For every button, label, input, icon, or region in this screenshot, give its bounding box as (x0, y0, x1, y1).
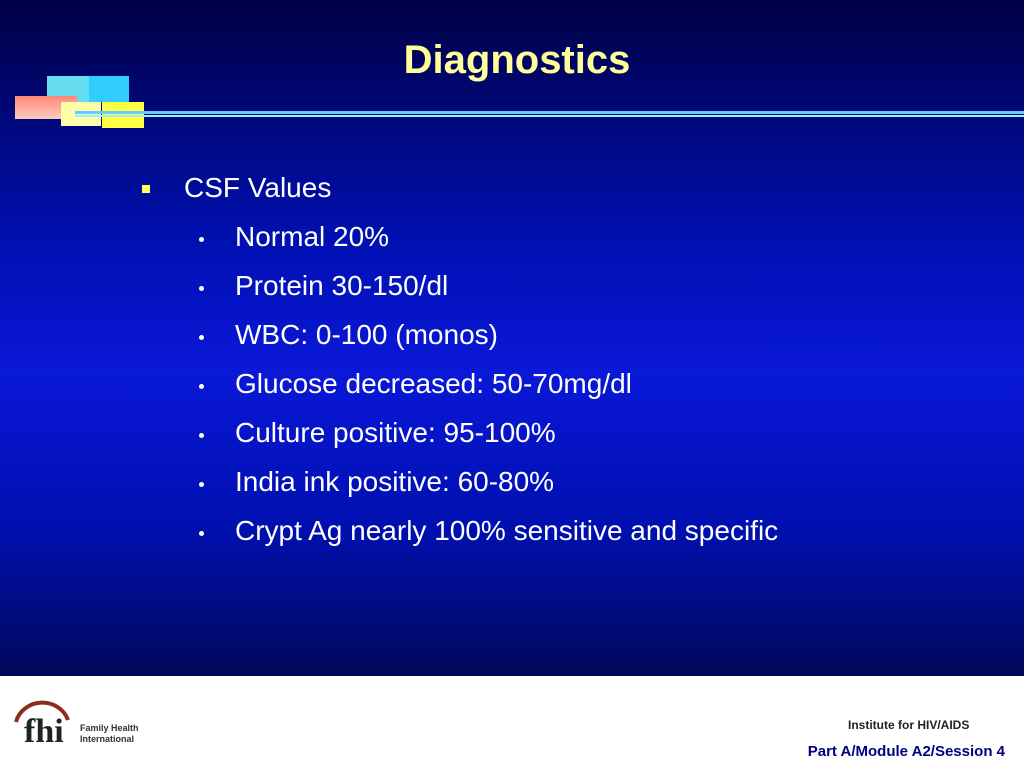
sub-bullet: Normal 20% (235, 221, 390, 252)
sub-bullet: Culture positive: 95-100% (235, 417, 556, 448)
bullet-marker (142, 185, 150, 193)
sub-bullet-marker (199, 433, 204, 438)
logo-mark: fhi (24, 713, 64, 750)
slide: Diagnostics CSF Values Normal 20% Protein … (0, 0, 1024, 676)
footer: fhi Family Health International Institut… (0, 676, 1024, 768)
deco-square (61, 102, 101, 126)
title-rule (75, 115, 1024, 117)
sub-bullet: WBC: 0-100 (monos) (235, 319, 498, 350)
sub-bullet-marker (199, 384, 204, 389)
session: Part A/Module A2/Session 4 (807, 743, 1005, 760)
bullet: CSF Values (184, 172, 332, 203)
logo-arc (14, 700, 70, 723)
logo-name: International (80, 734, 134, 744)
sub-bullet: Crypt Ag nearly 100% sensitive and speci… (235, 515, 779, 546)
deco-square (89, 76, 129, 102)
institute: Institute for HIV/AIDS (848, 718, 970, 732)
title-rule (75, 111, 1024, 114)
sub-bullet: Protein 30-150/dl (235, 270, 449, 301)
sub-bullet: Glucose decreased: 50-70mg/dl (235, 368, 632, 399)
fhi-logo: fhi Family Health International (14, 700, 139, 750)
logo-name: Family Health (80, 723, 139, 733)
sub-bullet-marker (199, 482, 204, 487)
slide-title: Diagnostics (403, 38, 631, 82)
sub-bullet-marker (199, 531, 204, 536)
sub-bullet: India ink positive: 60-80% (235, 466, 555, 497)
sub-bullet-marker (199, 286, 204, 291)
sub-bullet-marker (199, 335, 204, 340)
sub-bullet-marker (199, 237, 204, 242)
